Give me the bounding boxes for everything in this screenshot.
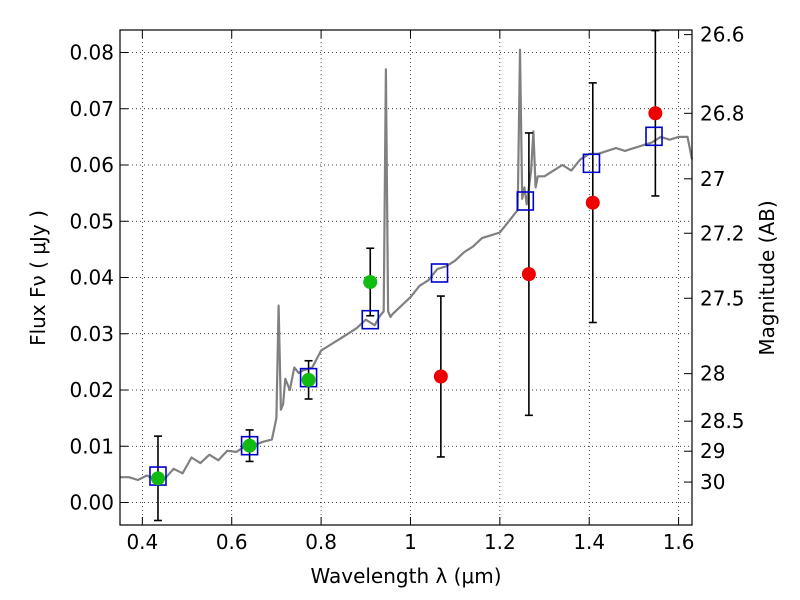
y-tick-label: 0.08 <box>69 41 114 65</box>
right-tick-label: 27.2 <box>700 221 745 245</box>
plot-frame <box>119 29 693 526</box>
x-axis-label: Wavelength λ (μm) <box>310 564 501 588</box>
y-tick-label: 0.01 <box>69 434 114 458</box>
x-axis-ticks: 0.4 0.6 0.8 1 1.2 1.4 1.6 <box>126 30 695 554</box>
right-tick-label: 27.5 <box>700 286 745 310</box>
template-spectrum <box>120 48 694 482</box>
y-tick-label: 0.02 <box>69 378 114 402</box>
model-point <box>361 309 380 330</box>
x-tick-label: 1.2 <box>484 530 516 554</box>
x-tick-label: 0.8 <box>305 530 337 554</box>
grid-lines <box>120 30 692 525</box>
y-tick-label: 0.00 <box>69 491 114 515</box>
detection-point <box>242 438 257 453</box>
errorbars <box>153 29 660 522</box>
right-tick-label: 30 <box>700 470 725 494</box>
model-point <box>645 126 663 147</box>
model-point <box>582 153 601 174</box>
y-tick-label: 0.07 <box>69 97 114 121</box>
right-tick-label: 28.5 <box>700 409 745 433</box>
model-point <box>516 191 535 211</box>
x-tick-label: 1.4 <box>573 530 605 554</box>
limit-point <box>521 267 536 282</box>
model-point <box>430 263 449 283</box>
y-tick-label: 0.06 <box>69 153 114 177</box>
model-points <box>149 126 663 486</box>
detection-point <box>301 372 316 387</box>
x-tick-label: 1 <box>404 530 417 554</box>
right-tick-label: 26.6 <box>700 23 745 47</box>
y-tick-label: 0.05 <box>69 209 114 233</box>
x-tick-label: 0.4 <box>126 530 158 554</box>
right-tick-label: 27 <box>700 167 725 191</box>
x-tick-label: 1.6 <box>663 530 695 554</box>
limit-point <box>585 195 600 210</box>
y-tick-label: 0.03 <box>69 322 114 346</box>
template-spectrum-line <box>120 48 694 482</box>
y-tick-label: 0.04 <box>69 266 114 290</box>
limit-point <box>433 369 448 384</box>
limit-point <box>648 106 663 121</box>
x-tick-label: 0.6 <box>216 530 248 554</box>
y-axis-ticks: 0.00 0.01 0.02 0.03 0.04 0.05 0.06 0.07 0.08 <box>69 41 128 515</box>
right-tick-label: 26.8 <box>700 101 745 125</box>
right-tick-label: 29 <box>700 439 725 463</box>
measurement-points <box>150 106 663 486</box>
detection-point <box>150 471 165 486</box>
right-axis-label: Magnitude (AB) <box>755 200 779 355</box>
y-axis-label: Flux Fν ( μJy ) <box>26 210 50 346</box>
right-axis-ticks: 26.6 26.8 27 27.2 27.5 28 28.5 29 30 <box>684 23 745 494</box>
detection-point <box>363 275 378 289</box>
right-tick-label: 28 <box>700 362 725 386</box>
model-point <box>240 435 259 456</box>
